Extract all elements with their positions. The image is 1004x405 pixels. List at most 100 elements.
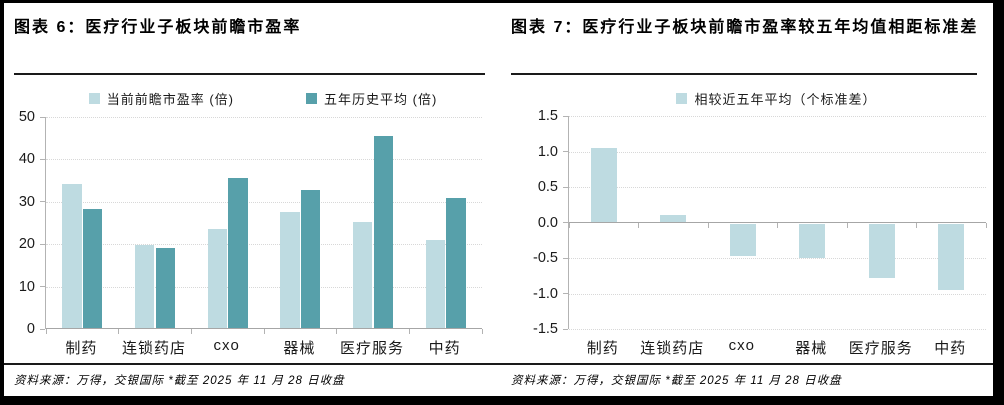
- gridline: [46, 159, 482, 161]
- y-tick-label: 20: [18, 236, 35, 253]
- plot-area: [40, 116, 483, 334]
- gridline: [569, 293, 986, 295]
- y-tick-label: 1.0: [537, 143, 558, 160]
- figure6-source-separator: [4, 363, 501, 365]
- x-category-label: cxo: [213, 337, 240, 354]
- legend-item: 相较近五年平均（个标准差）: [676, 89, 876, 108]
- y-tick-label: 0.0: [537, 214, 558, 231]
- x-category-label: 器械: [283, 340, 316, 357]
- chart-legend: 相较近五年平均（个标准差）: [568, 89, 985, 108]
- bar: [660, 215, 687, 223]
- x-axis-tick-mark: [638, 222, 639, 228]
- figure7-title-separator: [511, 73, 977, 75]
- x-category-label: 连锁药店: [640, 340, 705, 357]
- y-tick-label: 0: [26, 321, 35, 337]
- y-tick-label: 0.5: [537, 179, 558, 195]
- legend-swatch-icon: [676, 93, 688, 104]
- x-axis-tick-mark: [707, 222, 709, 228]
- bar: [868, 223, 895, 279]
- legend-item: 五年历史平均 (倍): [306, 89, 437, 108]
- y-tick-label: -1.5: [533, 321, 558, 337]
- bar: [228, 177, 248, 329]
- figure6-title-separator: [14, 73, 485, 75]
- gridline: [569, 329, 986, 330]
- x-category-label: 制药: [65, 340, 98, 357]
- bar: [425, 239, 446, 329]
- bar: [62, 183, 82, 329]
- figure6-chart: 当前前瞻市盈率 (倍) 五年历史平均 (倍) 50 40 30 20 10 0 制药 连锁药店 cx…: [14, 75, 493, 363]
- legend-swatch-icon: [306, 93, 317, 104]
- x-category-label: 连锁药店: [121, 340, 186, 357]
- x-axis-tick-mark: [846, 222, 848, 228]
- x-category-label: cxo: [728, 337, 755, 354]
- x-axis-tick-mark: [985, 222, 987, 228]
- legend-label: 五年历史平均 (倍): [324, 92, 438, 107]
- y-tick-label: 40: [18, 151, 35, 168]
- bar: [300, 190, 321, 329]
- x-axis-tick-mark: [481, 329, 483, 334]
- bar: [373, 136, 394, 329]
- x-axis-tick-mark: [45, 329, 47, 334]
- figure7-title: 图表 7：医疗行业子板块前瞻市盈率较五年均值相距标准差: [511, 19, 979, 36]
- figure7-source-note: 资料来源：万得，交银国际 *截至 2025 年 11 月 28 日收盘: [511, 375, 842, 387]
- figure7-chart: 相较近五年平均（个标准差） 1.5 1.0 0.5 0.0 -0.5 -1.0 -1.5 制药 连…: [511, 75, 987, 363]
- y-axis-tick-mark: [40, 328, 45, 330]
- x-category-label: 器械: [795, 340, 828, 357]
- bar: [207, 229, 228, 329]
- x-axis-tick-mark: [263, 329, 265, 334]
- gridline: [46, 286, 482, 288]
- x-axis-tick-mark: [568, 222, 570, 228]
- y-axis-tick-mark: [563, 257, 568, 259]
- y-axis-tick-mark: [563, 328, 568, 330]
- plot-area: [563, 115, 987, 330]
- bar: [134, 245, 155, 329]
- legend-label: 当前前瞻市盈率 (倍): [106, 92, 234, 107]
- y-axis-tick-mark: [40, 243, 45, 245]
- y-axis-tick-mark: [40, 158, 45, 160]
- x-axis-tick-mark: [336, 329, 338, 334]
- bar: [590, 147, 617, 223]
- x-axis-tick-mark: [777, 222, 778, 228]
- y-tick-label: -0.5: [533, 250, 558, 266]
- zero-axis-line: [569, 221, 986, 223]
- bar: [82, 208, 103, 329]
- x-category-label: 中药: [428, 340, 461, 357]
- gridline: [46, 244, 482, 246]
- x-category-label: 医疗服务: [339, 340, 404, 357]
- bar: [799, 223, 826, 258]
- legend-item: 当前前瞻市盈率 (倍): [88, 89, 234, 108]
- x-axis-tick-mark: [916, 222, 917, 228]
- x-axis-line: [46, 328, 482, 329]
- legend-label: 相较近五年平均（个标准差）: [694, 92, 877, 107]
- legend-swatch-icon: [88, 93, 100, 104]
- y-axis-tick-mark: [40, 116, 45, 118]
- bar: [352, 221, 373, 329]
- panel-figure-7: 图表 7：医疗行业子板块前瞻市盈率较五年均值相距标准差 相较近五年平均（个标准差…: [501, 3, 993, 396]
- chart-legend: 当前前瞻市盈率 (倍) 五年历史平均 (倍): [45, 89, 481, 108]
- y-axis-tick-mark: [563, 151, 568, 152]
- y-tick-label: 30: [18, 193, 35, 210]
- y-axis-tick-mark: [563, 186, 568, 188]
- x-category-label: 中药: [934, 340, 967, 357]
- y-axis-tick-mark: [563, 222, 568, 223]
- bar: [155, 248, 176, 329]
- y-axis-tick-mark: [563, 293, 568, 294]
- y-tick-label: 1.5: [537, 108, 558, 124]
- y-tick-label: 50: [18, 109, 35, 125]
- y-axis-tick-mark: [40, 286, 45, 288]
- y-tick-label: -1.0: [533, 285, 558, 302]
- bar: [280, 211, 300, 329]
- gridline: [46, 201, 482, 203]
- panel-figure-6: 图表 6：医疗行业子板块前瞻市盈率 当前前瞻市盈率 (倍) 五年历史平均 (倍) 5…: [4, 3, 501, 396]
- gridline: [569, 187, 986, 188]
- bar: [938, 223, 965, 290]
- gridline: [569, 151, 986, 153]
- y-tick-label: 10: [18, 278, 35, 295]
- x-category-label: 医疗服务: [848, 340, 913, 357]
- y-axis-tick-mark: [40, 201, 45, 203]
- bar: [729, 223, 756, 257]
- figure6-title: 图表 6：医疗行业子板块前瞻市盈率: [14, 19, 302, 36]
- figure6-source-note: 资料来源：万得，交银国际 *截至 2025 年 11 月 28 日收盘: [14, 375, 345, 387]
- figure7-source-separator: [501, 363, 993, 365]
